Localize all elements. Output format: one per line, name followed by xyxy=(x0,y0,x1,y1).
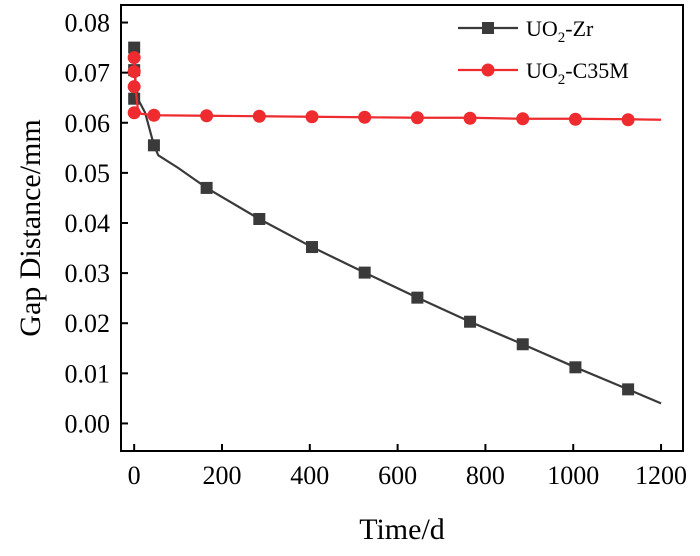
data-point xyxy=(147,108,161,122)
y-tick-label: 0.06 xyxy=(65,109,111,138)
data-point xyxy=(305,241,318,254)
x-axis-title: Time/d xyxy=(359,513,445,546)
legend-marker xyxy=(482,22,494,34)
data-point xyxy=(127,51,141,65)
y-axis-title: Gap Distance/mm xyxy=(14,119,47,336)
legend-item-1: UO2-Zr xyxy=(458,16,594,46)
data-point xyxy=(147,139,160,152)
data-point xyxy=(621,113,635,127)
series-line xyxy=(133,47,662,405)
data-point xyxy=(200,181,213,194)
x-tick-label: 1000 xyxy=(547,461,599,490)
y-tick-label: 0.02 xyxy=(65,309,111,338)
data-point xyxy=(128,41,141,54)
data-point xyxy=(127,106,141,120)
data-point xyxy=(200,109,214,123)
x-tick-label: 400 xyxy=(290,461,329,490)
y-tick-label: 0.07 xyxy=(65,59,111,88)
data-point xyxy=(463,111,477,125)
legend-label: UO2-Zr xyxy=(526,16,594,46)
data-point xyxy=(253,212,266,225)
data-point xyxy=(128,92,141,105)
data-point xyxy=(411,291,424,304)
data-point xyxy=(569,361,582,374)
legend-item-2: UO2-C35M xyxy=(458,58,629,88)
data-point xyxy=(516,338,529,351)
series-1 xyxy=(128,41,662,405)
x-tick-label: 1200 xyxy=(635,461,687,490)
y-tick-label: 0.05 xyxy=(65,159,111,188)
data-point xyxy=(127,80,141,94)
data-point xyxy=(622,383,635,396)
x-tick-label: 800 xyxy=(466,461,505,490)
data-point xyxy=(127,65,141,79)
plot-frame xyxy=(120,4,684,452)
series-2 xyxy=(127,51,662,127)
legend: UO2-Zr UO2-C35M xyxy=(458,16,629,88)
y-tick-label: 0.08 xyxy=(65,9,111,38)
data-point xyxy=(568,112,582,126)
y-tick-label: 0.01 xyxy=(65,359,111,388)
legend-marker xyxy=(481,63,495,77)
data-point xyxy=(464,315,477,328)
data-point xyxy=(410,111,424,125)
ticks-layer: 0 200 400 600 800 1000 1200 0.00 0.01 0.02 0.03 0.0… xyxy=(65,9,688,490)
x-tick-label: 200 xyxy=(202,461,241,490)
data-point xyxy=(252,109,266,123)
series-layer xyxy=(127,41,662,405)
x-tick-label: 600 xyxy=(378,461,417,490)
data-point xyxy=(358,266,371,279)
data-point xyxy=(305,110,319,124)
y-tick-label: 0.04 xyxy=(65,209,111,238)
y-tick-label: 0.00 xyxy=(65,409,111,438)
legend-label: UO2-C35M xyxy=(526,58,629,88)
x-tick-label: 0 xyxy=(128,461,141,490)
y-tick-label: 0.03 xyxy=(65,259,111,288)
data-point xyxy=(516,112,530,126)
data-point xyxy=(358,110,372,124)
